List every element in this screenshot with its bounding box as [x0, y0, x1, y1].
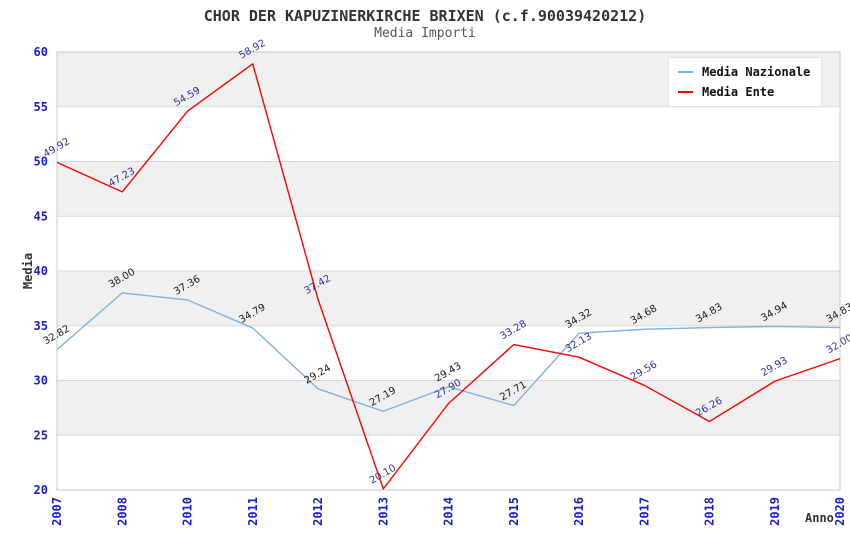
plot-band	[57, 380, 840, 436]
x-tick-label: 2018	[703, 497, 717, 526]
x-tick-label: 2008	[115, 497, 129, 526]
y-tick-label: 40	[34, 264, 48, 278]
x-tick-label: 2015	[507, 497, 521, 526]
x-tick-label: 2020	[833, 497, 847, 526]
point-label: 32.00	[825, 333, 850, 357]
x-axis-label: Anno	[805, 511, 834, 525]
plot-band	[57, 271, 840, 326]
y-tick-label: 60	[34, 45, 48, 59]
y-tick-label: 50	[34, 155, 48, 169]
series-line-media-ente	[56, 63, 841, 490]
point-label: 29.56	[629, 359, 659, 383]
plot-border	[56, 51, 841, 491]
x-tick-label: 2010	[181, 497, 195, 526]
x-tick-label: 2017	[637, 497, 651, 526]
y-tick-label: 30	[34, 374, 48, 388]
media-nazionale-line-swatch-icon	[678, 71, 693, 73]
y-tick-label: 25	[34, 428, 48, 442]
legend: Media Nazionale Media Ente	[668, 57, 823, 107]
x-tick-label: 2012	[311, 497, 325, 526]
chart-title: CHOR DER KAPUZINERKIRCHE BRIXEN (c.f.900…	[203, 7, 647, 25]
media-ente-line-swatch-icon	[678, 91, 693, 93]
legend-item-media-nazionale: Media Nazionale	[678, 65, 810, 79]
y-axis-label: Media	[21, 252, 35, 290]
x-tick-label: 2011	[246, 497, 260, 526]
x-tick-label: 2019	[768, 497, 782, 526]
x-tick-label: 2014	[442, 497, 456, 526]
point-label: 29.93	[759, 355, 789, 379]
y-tick-label: 45	[34, 209, 48, 223]
point-label: 32.13	[564, 331, 594, 355]
point-label: 20.10	[368, 463, 398, 487]
y-tick-label: 20	[34, 483, 48, 497]
y-tick-label: 35	[34, 319, 48, 333]
y-tick-label: 55	[34, 100, 48, 114]
x-tick-label: 2016	[572, 497, 586, 526]
legend-label-media-ente: Media Ente	[702, 85, 775, 99]
chart-subtitle: Media Importi	[374, 26, 476, 41]
series-line-media-nazionale	[56, 292, 841, 412]
legend-label-media-nazionale: Media Nazionale	[702, 65, 811, 79]
plot-band	[57, 161, 840, 217]
x-tick-label: 2007	[50, 497, 64, 526]
legend-item-media-ente: Media Ente	[678, 85, 810, 99]
x-tick-label: 2013	[376, 497, 390, 526]
